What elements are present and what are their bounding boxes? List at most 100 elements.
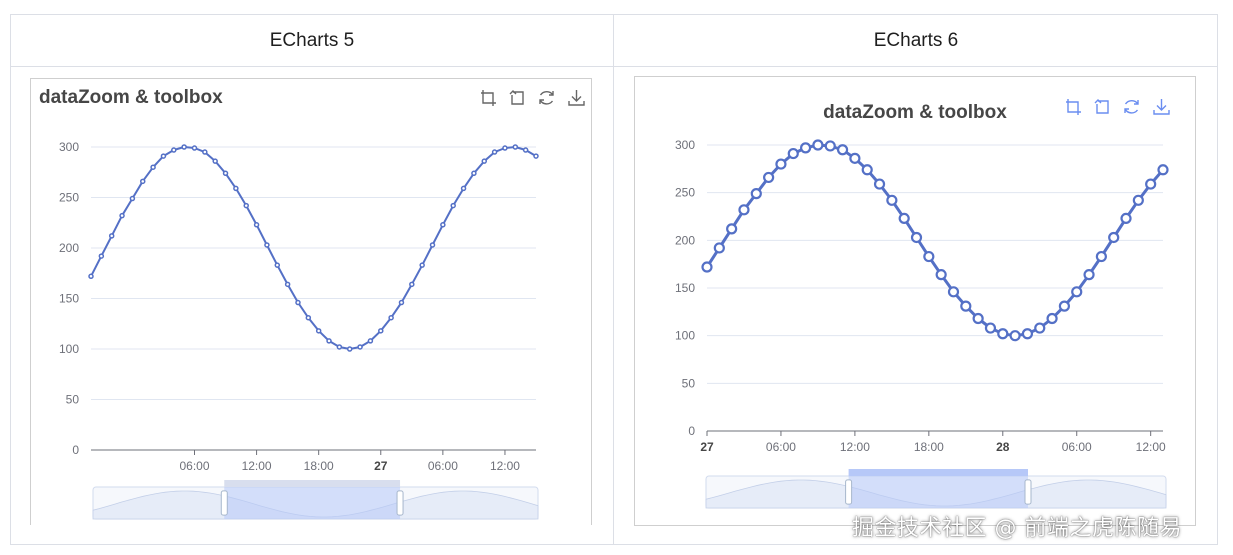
y-tick-label: 150 [675, 281, 695, 295]
data-point [129, 195, 136, 202]
data-point [898, 212, 910, 225]
data-point [336, 344, 343, 350]
zoom-icon[interactable] [1066, 99, 1081, 115]
data-point [160, 153, 167, 159]
data-point [1132, 194, 1144, 206]
y-tick-label: 250 [675, 186, 695, 200]
data-point [886, 194, 898, 206]
data-point [88, 273, 94, 280]
data-point [119, 212, 125, 219]
data-point [233, 185, 239, 192]
data-point [284, 281, 291, 288]
data-point [738, 204, 750, 216]
data-point [873, 178, 886, 190]
data-point [910, 231, 923, 244]
data-point [171, 147, 177, 153]
y-tick-label: 300 [59, 140, 79, 154]
data-point [98, 253, 105, 259]
data-point [378, 328, 384, 334]
data-point [1034, 322, 1046, 334]
chart-panel-echarts5: dataZoom & toolbox 0 50 100 150 200 250 300 06:0… [30, 78, 592, 525]
watermark: 掘金技术社区 @ 前端之虎陈随易 [852, 516, 1182, 541]
data-point [419, 262, 425, 268]
data-point [181, 144, 187, 150]
slider-handle[interactable] [396, 490, 404, 516]
zoom-icon[interactable] [481, 90, 496, 106]
data-point [984, 322, 997, 334]
comparison-table: ECharts 5 ECharts 6 [10, 14, 1218, 545]
slider-handle[interactable] [220, 490, 228, 516]
save-image-icon[interactable] [568, 90, 585, 106]
data-point [861, 164, 873, 176]
save-image-icon[interactable] [1153, 99, 1170, 115]
data-point [491, 149, 498, 155]
data-point [346, 346, 353, 352]
data-point [191, 145, 198, 151]
x-tick-label: 06:00 [179, 459, 209, 473]
data-point [367, 338, 374, 344]
data-point [398, 299, 405, 306]
data-point [481, 158, 488, 164]
column-header-echarts6: ECharts 6 [873, 30, 959, 51]
zoom-back-icon[interactable] [1094, 99, 1109, 114]
x-tick-label: 27 [700, 440, 714, 454]
column-header-echarts5: ECharts 5 [269, 30, 355, 51]
data-point [935, 269, 947, 281]
column-divider [613, 15, 614, 544]
data-point [305, 314, 312, 321]
data-point [409, 281, 415, 288]
x-tick-label: 06:00 [428, 459, 458, 473]
data-point [150, 164, 156, 170]
data-point [997, 328, 1009, 340]
data-point [1021, 328, 1034, 340]
data-point [315, 328, 322, 334]
slider-handle[interactable] [1024, 479, 1032, 505]
data-point [429, 242, 436, 248]
data-point [1058, 300, 1071, 312]
data-point [202, 149, 208, 155]
y-tick-label: 150 [59, 292, 79, 306]
restore-icon[interactable] [1124, 100, 1139, 114]
data-point [787, 147, 799, 160]
data-point [824, 140, 836, 152]
x-tick-label: 06:00 [1062, 440, 1092, 454]
data-point [1071, 286, 1083, 298]
chart-title: dataZoom & toolbox [39, 87, 223, 108]
data-point [1108, 231, 1120, 244]
restore-icon[interactable] [539, 91, 554, 105]
chart-echarts6: dataZoom & toolbox 0 50 100 150 200 250 300 27 06… [675, 99, 1170, 509]
data-point [440, 222, 446, 228]
zoom-back-icon[interactable] [509, 90, 524, 105]
data-point [763, 171, 775, 184]
data-point [947, 286, 960, 298]
data-point [253, 222, 260, 228]
data-point [222, 170, 229, 177]
data-point [726, 223, 738, 235]
datazoom-slider[interactable] [705, 469, 1167, 509]
chart-echarts5: dataZoom & toolbox 0 50 100 150 200 250 300 06:0… [39, 87, 585, 520]
data-point [750, 188, 762, 200]
x-tick-label: 18:00 [304, 459, 334, 473]
data-point [972, 312, 984, 325]
y-tick-label: 50 [66, 393, 80, 407]
data-point [212, 158, 218, 164]
data-point [1083, 269, 1095, 281]
data-point [812, 139, 824, 151]
data-point [388, 314, 394, 321]
x-tick-label: 27 [374, 459, 388, 473]
data-point [295, 299, 301, 306]
data-point [450, 202, 456, 209]
chart-title: dataZoom & toolbox [823, 102, 1007, 123]
x-tick-label: 12:00 [490, 459, 520, 473]
x-tick-label: 18:00 [914, 440, 944, 454]
y-tick-label: 100 [59, 342, 79, 356]
data-point [243, 202, 249, 209]
data-point [775, 158, 787, 170]
slider-handle[interactable] [845, 479, 853, 505]
y-tick-label: 250 [59, 191, 79, 205]
y-tick-label: 200 [675, 233, 695, 247]
y-tick-label: 0 [72, 443, 79, 457]
data-point [836, 144, 849, 156]
data-point [799, 142, 812, 154]
datazoom-slider[interactable] [92, 480, 539, 520]
